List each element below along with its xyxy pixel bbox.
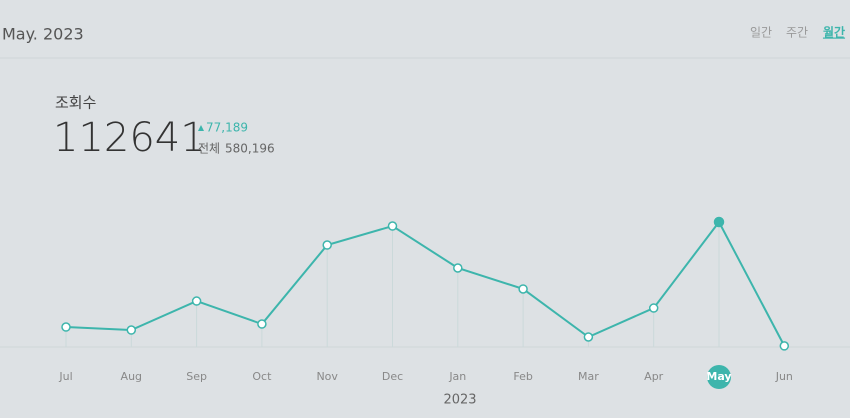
point[interactable] bbox=[126, 325, 137, 335]
line bbox=[65, 220, 786, 347]
total-label: 전체 bbox=[198, 142, 220, 156]
point[interactable] bbox=[322, 240, 332, 250]
point[interactable] bbox=[453, 263, 463, 273]
x-tick-label[interactable]: Oct bbox=[252, 370, 272, 383]
x-tick-label[interactable]: Mar bbox=[578, 370, 599, 383]
tab[interactable]: 일간 bbox=[750, 26, 772, 40]
tab[interactable]: 주간 bbox=[786, 26, 808, 40]
x-tick-label[interactable]: Nov bbox=[316, 370, 338, 383]
x-tick-label[interactable]: Feb bbox=[513, 370, 532, 383]
point[interactable] bbox=[583, 332, 594, 342]
x-tick-label[interactable]: Aug bbox=[121, 370, 142, 383]
point[interactable] bbox=[648, 303, 659, 313]
stat-change: 77,189 bbox=[206, 121, 248, 135]
point[interactable] bbox=[257, 319, 267, 329]
point[interactable] bbox=[713, 216, 725, 228]
x-tick-label[interactable]: Apr bbox=[644, 370, 664, 383]
x-tick-label[interactable]: May bbox=[706, 370, 731, 383]
total-value: 580,196 bbox=[225, 142, 275, 156]
up-arrow bbox=[198, 125, 204, 131]
x-tick-label[interactable]: Jul bbox=[58, 370, 72, 383]
chart: Jul Aug Sep Oct Nov Dec Jan Feb Mar Apr May Jun bbox=[58, 216, 793, 389]
x-tick-label[interactable]: Jan bbox=[448, 370, 466, 383]
x-tick-label[interactable]: Jun bbox=[775, 370, 793, 383]
selected-badge bbox=[707, 365, 731, 389]
point[interactable] bbox=[191, 296, 202, 306]
x-axis-label: 2023 bbox=[443, 393, 476, 408]
tab[interactable]: 월간 bbox=[823, 25, 845, 40]
x-tick-label[interactable]: Sep bbox=[186, 370, 207, 383]
point[interactable] bbox=[61, 322, 71, 332]
point[interactable] bbox=[518, 284, 528, 294]
point[interactable] bbox=[779, 341, 790, 351]
stat-label: 조회수 bbox=[55, 94, 96, 112]
x-tick-label[interactable]: Dec bbox=[382, 370, 403, 383]
period: May. 2023 bbox=[2, 25, 84, 44]
stat-value: 112641 bbox=[53, 115, 206, 161]
point[interactable] bbox=[387, 221, 398, 231]
tabs: 일간 주간 월간 bbox=[750, 25, 845, 40]
